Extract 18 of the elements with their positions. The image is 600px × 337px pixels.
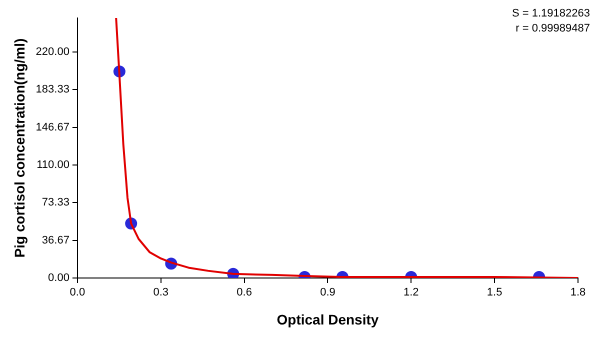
y-tick-label: 220.00 xyxy=(36,46,70,58)
x-axis-title: Optical Density xyxy=(276,311,379,328)
x-tick-label: 0.9 xyxy=(320,286,336,299)
y-axis-title: Pig cortisol concentration(ng/ml) xyxy=(11,38,28,258)
y-tick-label: 0.00 xyxy=(48,272,70,284)
x-tick-label: 1.2 xyxy=(404,286,419,299)
y-tick-label: 146.67 xyxy=(36,121,70,134)
x-tick-label: 0.6 xyxy=(236,286,252,299)
annotation: r = 0.99989487 xyxy=(516,22,590,35)
x-tick-label: 1.5 xyxy=(486,286,502,299)
x-tick-label: 0.0 xyxy=(70,286,86,299)
y-tick-label: 36.67 xyxy=(42,234,70,246)
annotation: S = 1.19182263 xyxy=(512,8,590,20)
x-tick-label: 1.8 xyxy=(570,286,586,299)
x-tick-label: 0.3 xyxy=(153,286,169,299)
y-tick-label: 183.33 xyxy=(36,84,70,96)
y-tick-label: 110.00 xyxy=(36,158,70,171)
y-tick-label: 73.33 xyxy=(42,196,70,209)
